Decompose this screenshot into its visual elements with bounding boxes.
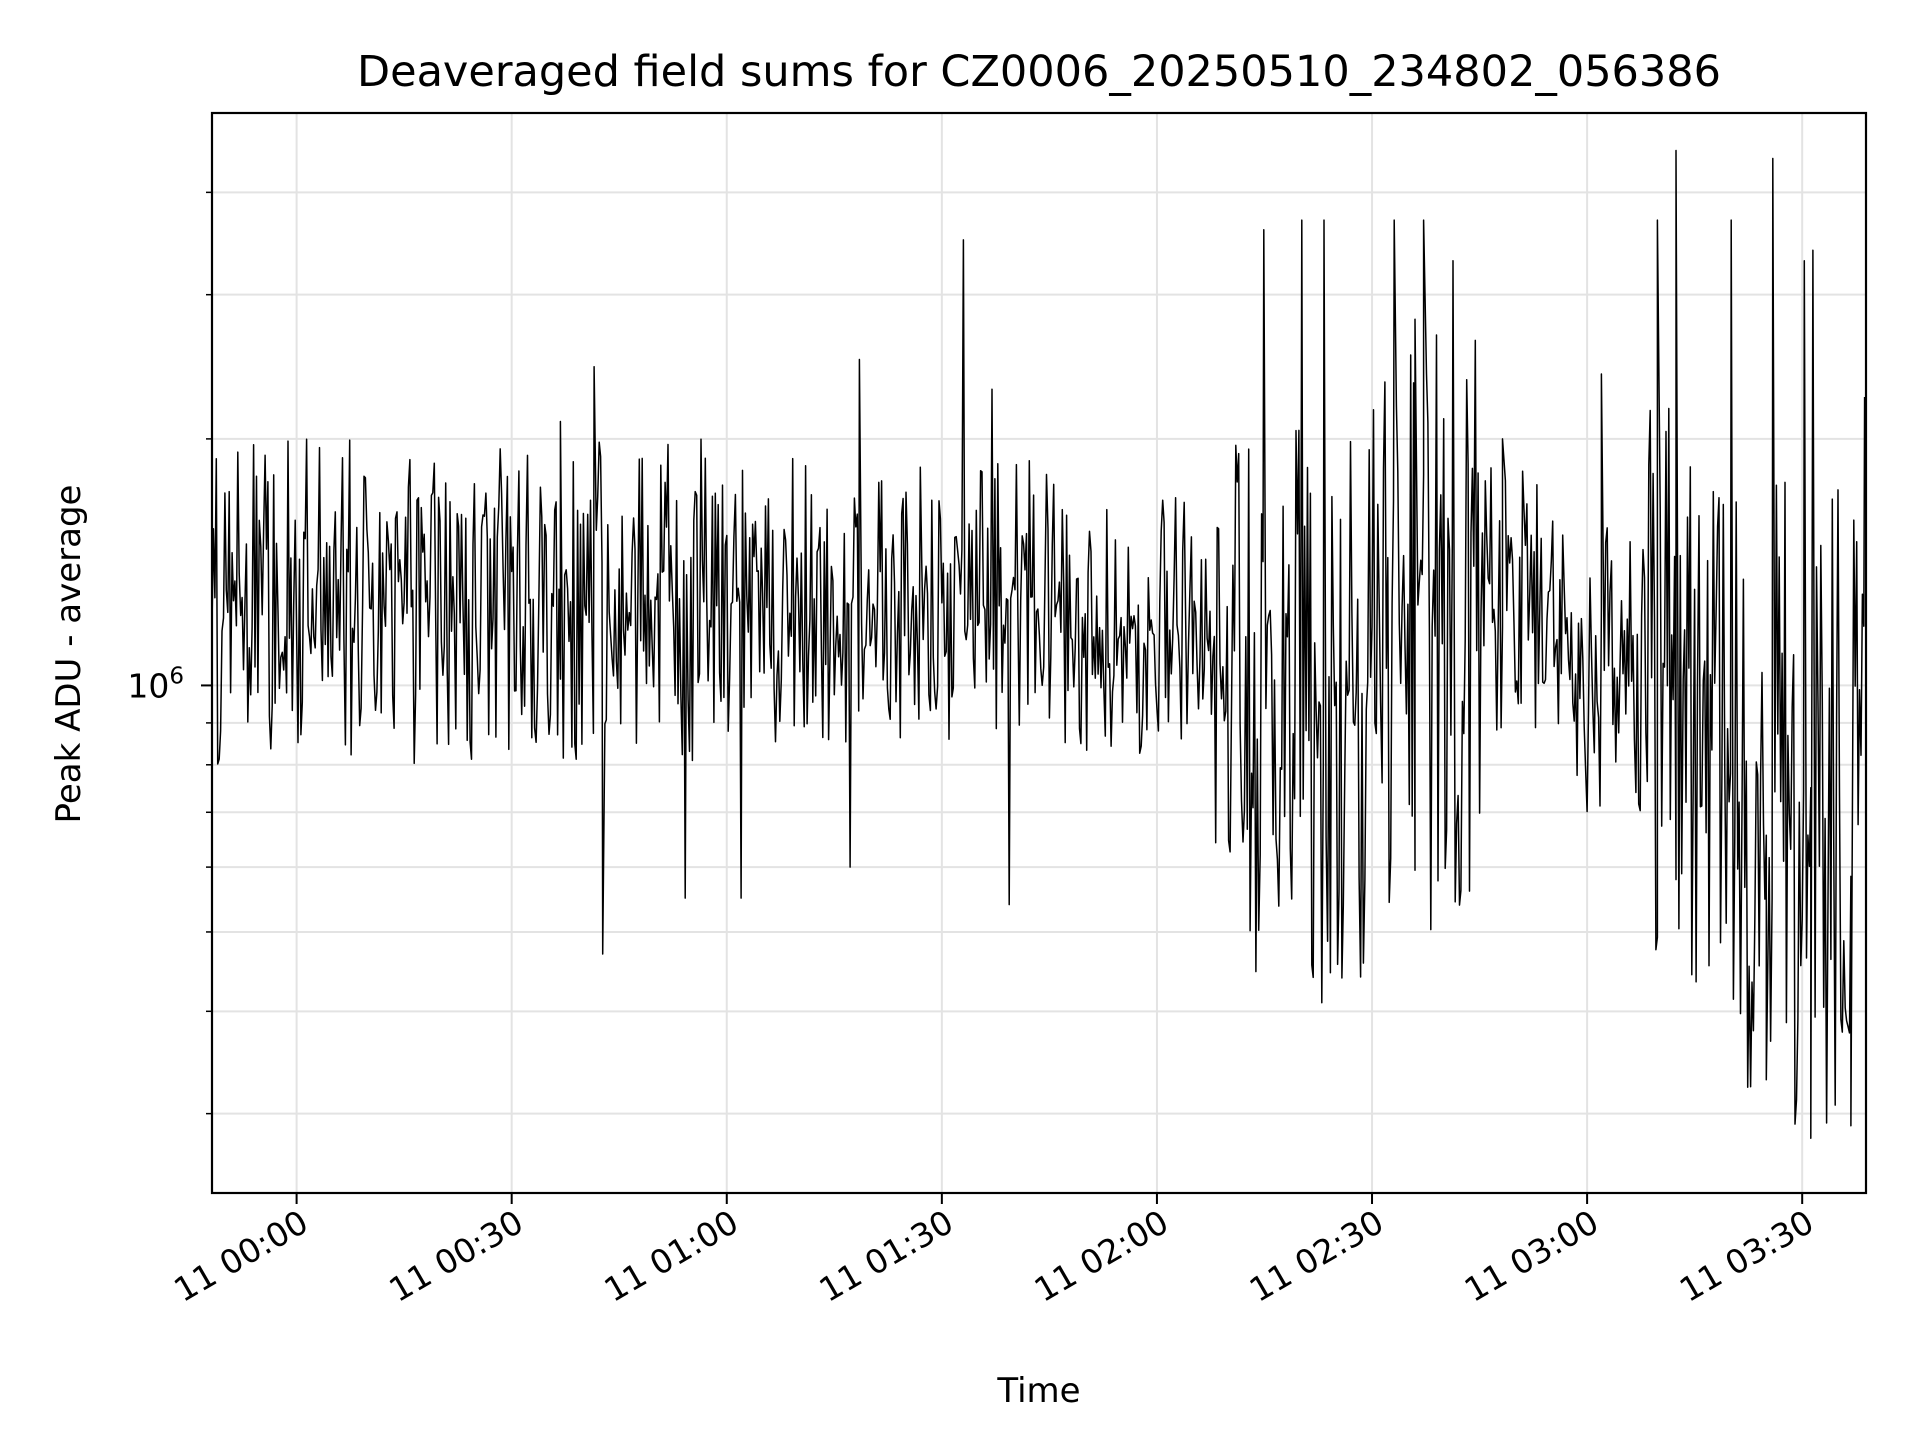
- y-axis-label: Peak ADU - average: [49, 485, 89, 824]
- y-tick-label: 106: [127, 663, 184, 705]
- series-line: [211, 149, 1866, 1139]
- plot-frame: [210, 111, 1868, 1195]
- x-axis-label: Time: [996, 1371, 1080, 1411]
- grid-layer: [212, 113, 1866, 1193]
- data-layer: [211, 149, 1866, 1139]
- chart-title: Deaveraged field sums for CZ0006_2025051…: [357, 47, 1721, 97]
